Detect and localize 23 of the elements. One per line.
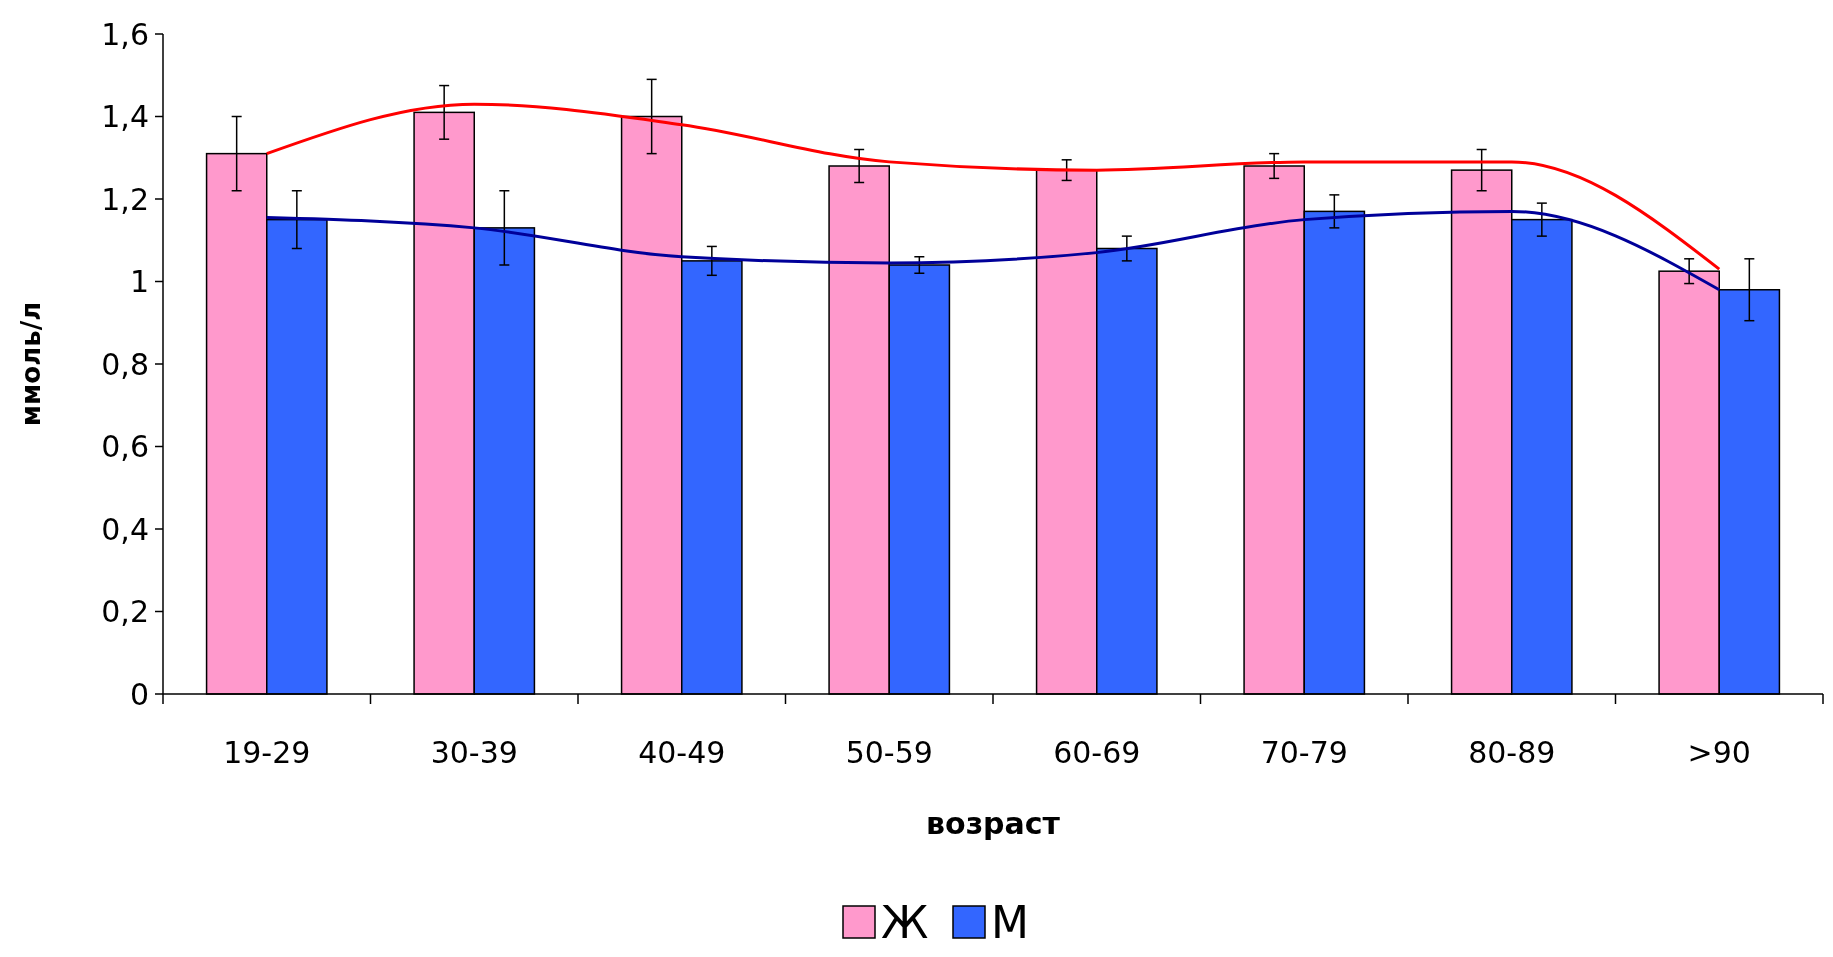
y-tick-label: 1,6 bbox=[101, 16, 149, 52]
x-tick-label: 30-39 bbox=[430, 735, 518, 770]
x-tick-label: >90 bbox=[1687, 735, 1751, 770]
y-tick-label: 0,8 bbox=[101, 346, 149, 382]
x-axis-title: возраст bbox=[926, 806, 1061, 841]
y-tick-label: 0,4 bbox=[101, 511, 149, 547]
line-series bbox=[265, 102, 1721, 271]
x-tick-label: 40-49 bbox=[638, 735, 726, 770]
x-tick-label: 70-79 bbox=[1260, 735, 1348, 770]
y-tick-label: 0,2 bbox=[101, 594, 149, 629]
y-tick-label: 1,2 bbox=[101, 181, 149, 217]
x-tick-label: 60-69 bbox=[1053, 735, 1141, 770]
x-tick-label: 80-89 bbox=[1468, 735, 1556, 770]
y-axis-title: ммоль/л bbox=[16, 301, 46, 427]
y-tick-label: 1 bbox=[129, 264, 149, 299]
y-tick-label: 0,6 bbox=[101, 429, 149, 464]
x-tick-label: 50-59 bbox=[845, 735, 933, 770]
x-tick-label: 19-29 bbox=[223, 735, 311, 770]
y-tick-label: 0 bbox=[129, 676, 149, 712]
legend-label: М bbox=[991, 897, 1029, 948]
legend-label: Ж bbox=[881, 897, 929, 948]
y-tick-label: 1,4 bbox=[101, 99, 149, 134]
line-series bbox=[265, 209, 1721, 292]
